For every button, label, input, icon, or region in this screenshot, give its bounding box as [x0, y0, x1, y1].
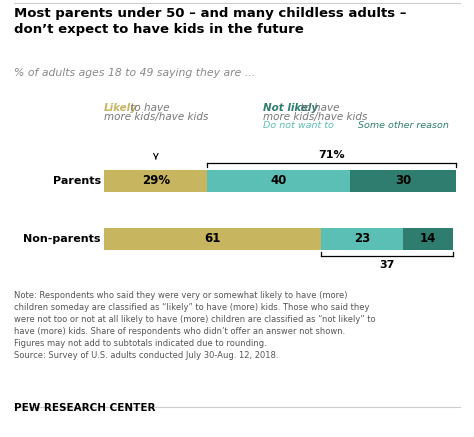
Text: Parents: Parents — [53, 176, 100, 186]
Bar — [350, 170, 456, 192]
Text: Do not want to: Do not want to — [263, 121, 334, 130]
Text: % of adults ages 18 to 49 saying they are ...: % of adults ages 18 to 49 saying they ar… — [14, 68, 255, 78]
Text: Most parents under 50 – and many childless adults –
don’t expect to have kids in: Most parents under 50 – and many childle… — [14, 7, 407, 36]
Bar — [207, 170, 350, 192]
Text: 71%: 71% — [319, 150, 345, 160]
Text: 37: 37 — [379, 260, 394, 270]
Text: Non-parents: Non-parents — [23, 234, 100, 244]
Text: 29%: 29% — [142, 174, 170, 187]
Text: 23: 23 — [354, 232, 370, 246]
Text: Likely: Likely — [104, 104, 138, 114]
Text: 40: 40 — [270, 174, 287, 187]
Text: 61: 61 — [204, 232, 221, 246]
Text: to have: to have — [127, 104, 170, 114]
Text: Not likely: Not likely — [263, 104, 318, 114]
Bar — [104, 170, 207, 192]
Text: Some other reason: Some other reason — [358, 121, 449, 130]
Text: more kids/have kids: more kids/have kids — [263, 112, 367, 122]
Text: 30: 30 — [395, 174, 411, 187]
Text: to have: to have — [297, 104, 340, 114]
Text: Note: Respondents who said they were very or somewhat likely to have (more)
chil: Note: Respondents who said they were ver… — [14, 291, 376, 361]
Bar — [403, 228, 453, 250]
Text: more kids/have kids: more kids/have kids — [104, 112, 209, 122]
Text: PEW RESEARCH CENTER: PEW RESEARCH CENTER — [14, 403, 156, 413]
Bar — [104, 228, 321, 250]
Bar — [321, 228, 403, 250]
Text: 14: 14 — [419, 232, 436, 246]
